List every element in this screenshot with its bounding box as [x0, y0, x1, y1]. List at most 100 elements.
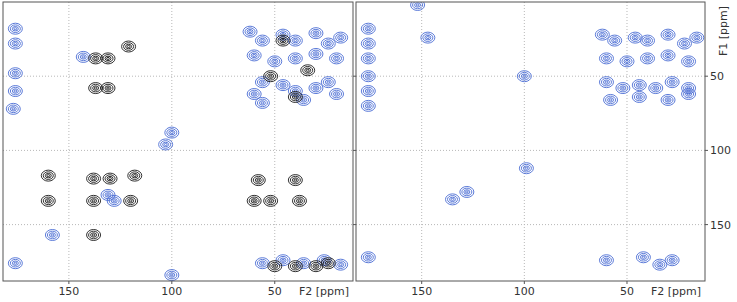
peak: [41, 170, 55, 181]
peak: [321, 38, 335, 49]
contour-level: [292, 38, 298, 42]
contour-level: [311, 262, 321, 270]
contour-level: [641, 53, 655, 64]
peak: [517, 71, 531, 82]
peak: [309, 28, 323, 39]
contour-level: [415, 3, 421, 7]
contour-level: [645, 38, 651, 42]
contour-level: [165, 270, 179, 281]
tick: [68, 281, 69, 284]
contour-level: [259, 101, 265, 105]
tick-label: 50: [620, 285, 634, 298]
contour-level: [288, 35, 302, 46]
contour-level: [126, 44, 132, 48]
peak: [616, 83, 630, 94]
contour-level: [47, 231, 57, 239]
contour-level: [425, 35, 431, 39]
contour-level: [278, 81, 288, 89]
peak: [309, 83, 323, 94]
peak: [309, 261, 323, 272]
peak: [268, 56, 282, 67]
contour-level: [103, 84, 113, 92]
tick: [524, 281, 525, 284]
peak: [89, 53, 103, 64]
contour-level: [264, 195, 278, 206]
peak: [8, 38, 22, 49]
contour-level: [311, 29, 321, 37]
contour-level: [462, 188, 472, 196]
grid-line: [3, 76, 353, 77]
grid-line: [356, 76, 705, 77]
peak: [101, 83, 115, 94]
contour-level: [367, 43, 370, 45]
contour-level: [632, 80, 646, 91]
contour-level: [601, 55, 611, 63]
contour-level: [612, 38, 618, 42]
contour-level: [126, 197, 136, 205]
contour-level: [132, 173, 138, 177]
contour-level: [653, 259, 667, 270]
contour-level: [292, 264, 298, 268]
contour-level: [43, 197, 53, 205]
contour-level: [278, 256, 288, 264]
contour-level: [665, 53, 671, 57]
contour-level: [45, 199, 51, 203]
contour-level: [276, 80, 290, 91]
contour-level: [334, 92, 340, 96]
contour-level: [269, 200, 272, 202]
tick-label: 150: [710, 219, 731, 232]
peak: [243, 26, 257, 37]
contour-level: [525, 167, 528, 169]
contour-level: [521, 74, 527, 78]
contour-level: [667, 34, 670, 36]
contour-level: [313, 52, 319, 56]
contour-level: [363, 72, 373, 80]
contour-level: [282, 40, 285, 42]
peak: [361, 23, 375, 34]
contour-level: [519, 72, 529, 80]
peak: [6, 103, 20, 114]
contour-level: [92, 178, 95, 180]
contour-level: [325, 261, 331, 265]
contour-level: [651, 84, 661, 92]
contour-level: [301, 65, 315, 76]
peak: [103, 173, 117, 184]
contour-level: [365, 56, 371, 60]
contour-level: [665, 32, 671, 36]
tick: [274, 281, 275, 284]
contour-level: [253, 176, 263, 184]
contour-level: [130, 172, 140, 180]
panel: 15010050F2 [ppm]50100150F1 [ppm]: [356, 0, 731, 298]
contour-level: [253, 54, 256, 56]
contour-level: [523, 166, 529, 170]
contour-level: [249, 197, 259, 205]
contour-level: [103, 173, 117, 184]
contour-level: [76, 51, 90, 62]
peak: [8, 258, 22, 269]
contour-level: [363, 40, 373, 48]
contour-level: [606, 96, 616, 104]
contour-level: [45, 229, 59, 240]
contour-level: [667, 256, 677, 264]
peak: [288, 175, 302, 186]
peak: [519, 163, 533, 174]
contour-level: [170, 274, 173, 276]
peak: [608, 35, 622, 46]
peak: [682, 89, 696, 100]
contour-level: [302, 99, 305, 101]
contour-level: [280, 83, 286, 87]
contour-level: [338, 262, 344, 266]
contour-level: [622, 58, 632, 66]
contour-level: [8, 105, 18, 113]
contour-level: [12, 261, 18, 265]
contour-level: [363, 87, 373, 95]
contour-level: [101, 83, 115, 94]
contour-level: [105, 86, 111, 90]
contour-level: [663, 52, 673, 60]
contour-level: [365, 89, 371, 93]
peak: [334, 32, 348, 43]
contour-level: [292, 95, 298, 99]
contour-level: [43, 172, 53, 180]
peak: [276, 35, 290, 46]
peak: [8, 68, 22, 79]
